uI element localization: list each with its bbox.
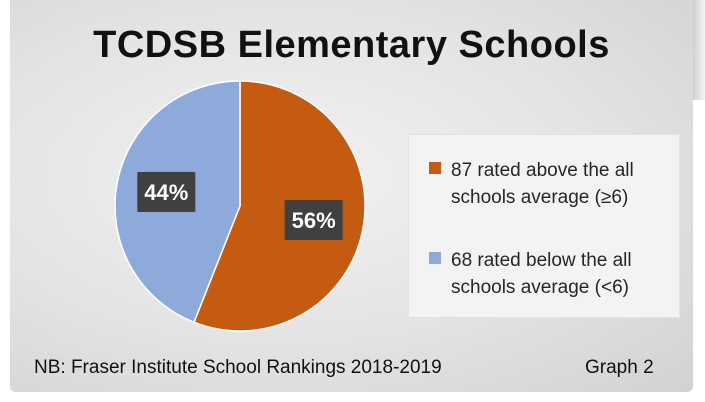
pie-label-text-below: 44% (144, 180, 188, 205)
legend-swatch-above (429, 162, 441, 174)
legend-label-above: 87 rated above the all schools average (… (451, 160, 634, 208)
pie-slice-above (193, 80, 366, 332)
legend-label-below: 68 rated below the all schools average (… (451, 250, 632, 298)
pie-label-box-above (284, 200, 343, 241)
legend-swatch-below (429, 252, 441, 264)
page-edge (693, 0, 705, 100)
graph-label: Graph 2 (585, 357, 654, 378)
chart-slide: TCDSB Elementary Schools 56% 44% 87 rated… (10, 0, 693, 392)
pie-chart: 56% 44% (114, 80, 366, 332)
source-note: NB: Fraser Institute School Rankings 201… (34, 357, 442, 378)
chart-title: TCDSB Elementary Schools (93, 24, 610, 66)
pie-label-above: 56% (284, 200, 343, 241)
legend: 87 rated above the all schools average (… (408, 134, 680, 318)
pie-label-text-above: 56% (292, 208, 336, 233)
pie-label-box-below (137, 171, 196, 212)
pie-label-below: 44% (137, 171, 196, 212)
